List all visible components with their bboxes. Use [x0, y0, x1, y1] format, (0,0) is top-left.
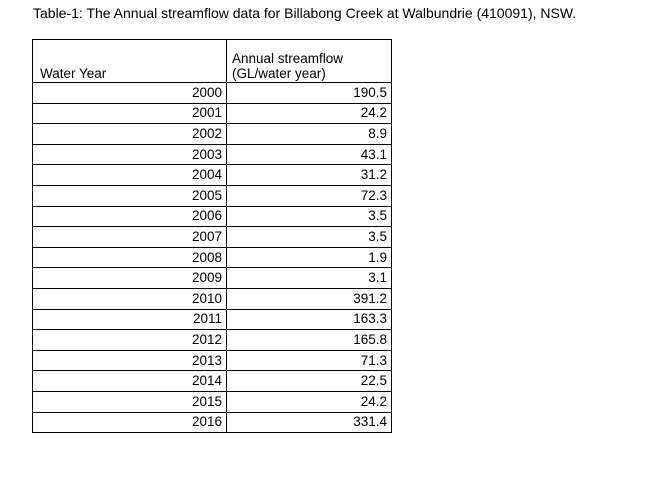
water-year-cell: 2009 [32, 267, 227, 289]
streamflow-cell: 391.2 [226, 287, 392, 310]
streamflow-cell: 163.3 [226, 308, 392, 331]
water-year-cell: 2010 [32, 287, 227, 310]
table-row: 2016 331.4 [32, 411, 392, 434]
table-row: 2006 3.5 [32, 205, 392, 228]
water-year-cell: 2016 [32, 411, 227, 434]
header-streamflow-units: (GL/water year) [232, 66, 326, 81]
streamflow-table: Water Year Annual streamflow (GL/water y… [32, 39, 392, 434]
streamflow-cell: 22.5 [226, 370, 392, 392]
header-water-year: Water Year [32, 39, 227, 83]
table-row: 2005 72.3 [32, 184, 392, 207]
water-year-cell: 2006 [32, 205, 227, 228]
table-row: 2003 43.1 [32, 143, 392, 166]
table-row: 2015 24.2 [32, 390, 392, 413]
streamflow-cell: 24.2 [226, 102, 392, 125]
streamflow-cell: 72.3 [226, 184, 392, 207]
header-streamflow-line1: Annual streamflow [232, 51, 344, 66]
streamflow-cell: 165.8 [226, 329, 392, 351]
streamflow-cell: 8.9 [226, 123, 392, 145]
header-annual-streamflow: Annual streamflow (GL/water year) [226, 39, 392, 83]
streamflow-cell: 31.2 [226, 164, 392, 186]
water-year-cell: 2015 [32, 390, 227, 413]
streamflow-cell: 1.9 [226, 246, 392, 269]
streamflow-cell: 331.4 [226, 411, 392, 434]
water-year-cell: 2005 [32, 184, 227, 207]
water-year-cell: 2004 [32, 164, 227, 186]
streamflow-cell: 3.5 [226, 205, 392, 228]
table-row: 2008 1.9 [32, 246, 392, 269]
table-row: 2002 8.9 [32, 123, 392, 145]
table-row: 2012 165.8 [32, 329, 392, 351]
header-row: Water Year Annual streamflow (GL/water y… [32, 39, 392, 83]
table-body: 2000 190.5 2001 24.2 2002 8.9 2003 43.1 2004 31.2… [32, 82, 392, 434]
table-row: 2011 163.3 [32, 308, 392, 331]
streamflow-cell: 71.3 [226, 349, 392, 372]
table-row: 2009 3.1 [32, 267, 392, 289]
streamflow-cell: 190.5 [226, 82, 392, 104]
table-row: 2004 31.2 [32, 164, 392, 186]
streamflow-cell: 24.2 [226, 390, 392, 413]
water-year-cell: 2012 [32, 329, 227, 351]
table-row: 2010 391.2 [32, 287, 392, 310]
table-row: 2001 24.2 [32, 102, 392, 125]
water-year-cell: 2002 [32, 123, 227, 145]
table-row: 2014 22.5 [32, 370, 392, 392]
water-year-cell: 2011 [32, 308, 227, 331]
streamflow-cell: 43.1 [226, 143, 392, 166]
table-row: 2013 71.3 [32, 349, 392, 372]
water-year-cell: 2013 [32, 349, 227, 372]
streamflow-cell: 3.5 [226, 226, 392, 248]
table-header: Water Year Annual streamflow (GL/water y… [32, 39, 392, 83]
water-year-cell: 2001 [32, 102, 227, 125]
table-caption: Table-1: The Annual streamflow data for … [33, 5, 577, 21]
water-year-cell: 2007 [32, 226, 227, 248]
streamflow-cell: 3.1 [226, 267, 392, 289]
table-row: 2007 3.5 [32, 226, 392, 248]
table-row: 2000 190.5 [32, 82, 392, 104]
water-year-cell: 2008 [32, 246, 227, 269]
water-year-cell: 2014 [32, 370, 227, 392]
water-year-cell: 2000 [32, 82, 227, 104]
water-year-cell: 2003 [32, 143, 227, 166]
